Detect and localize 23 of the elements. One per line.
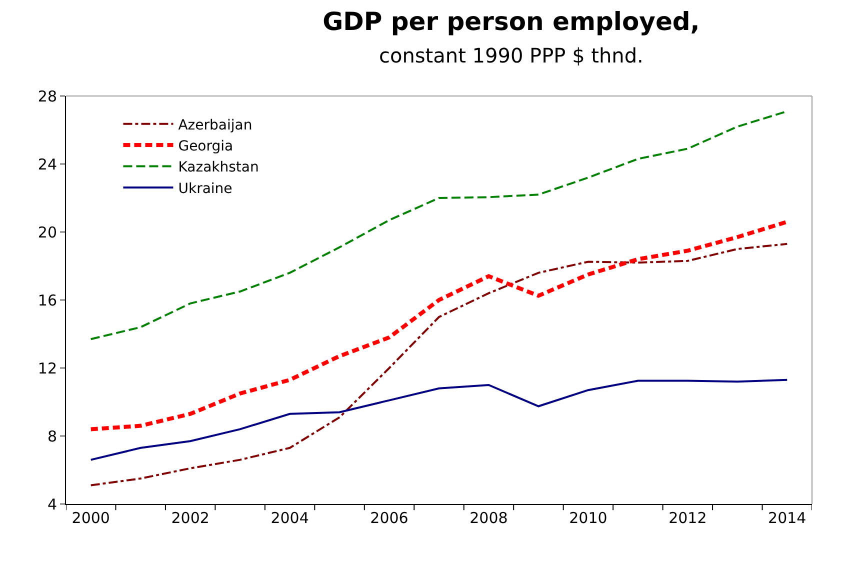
chart-subtitle: constant 1990 PPP $ thnd. <box>378 44 644 68</box>
x-tick-label: 2014 <box>768 509 806 527</box>
legend-label: Georgia <box>178 138 234 154</box>
legend-label: Azerbaijan <box>178 117 252 134</box>
legend-label: Ukraine <box>178 180 232 197</box>
x-tick-label: 2006 <box>370 509 408 527</box>
x-tick-label: 2004 <box>270 509 309 527</box>
y-tick-label: 4 <box>47 495 57 514</box>
y-tick-label: 16 <box>38 291 57 310</box>
chart-title: GDP per person employed, <box>322 7 700 36</box>
y-tick-label: 12 <box>38 359 57 378</box>
x-tick-label: 2002 <box>171 509 210 527</box>
y-tick-label: 20 <box>38 223 57 242</box>
line-series <box>90 378 788 461</box>
x-tick-label: 2012 <box>668 509 707 527</box>
y-tick-label: 28 <box>38 87 57 106</box>
legend-label: Kazakhstan <box>178 160 259 176</box>
y-tick-label: 24 <box>38 155 57 174</box>
x-tick-label: 2008 <box>470 509 508 527</box>
x-tick-label: 2010 <box>569 509 608 527</box>
line-series <box>90 242 788 486</box>
x-tick-label: 2000 <box>72 509 110 527</box>
y-tick-label: 8 <box>47 427 57 446</box>
